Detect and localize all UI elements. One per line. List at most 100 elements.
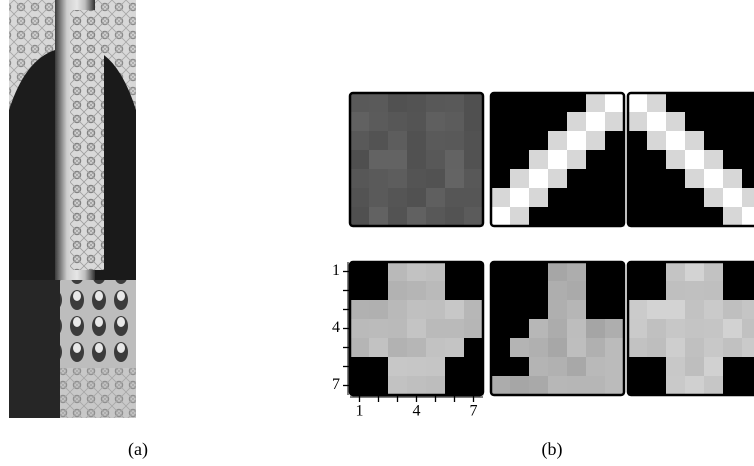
pixel xyxy=(647,169,666,188)
pixel xyxy=(388,319,407,338)
pixel xyxy=(445,300,464,319)
pixel xyxy=(567,112,586,131)
pixel xyxy=(369,319,388,338)
pixel xyxy=(685,357,704,376)
pixel xyxy=(529,262,548,281)
pixel xyxy=(529,112,548,131)
pixel xyxy=(704,150,723,169)
pixel xyxy=(704,112,723,131)
pixel xyxy=(548,188,567,207)
y-tick-label: 7 xyxy=(332,376,340,393)
pixel xyxy=(464,262,483,281)
pixel xyxy=(388,93,407,112)
pixel xyxy=(723,188,742,207)
pixel xyxy=(426,262,445,281)
pixel xyxy=(704,169,723,188)
pixel xyxy=(445,319,464,338)
pixel xyxy=(704,357,723,376)
pixel xyxy=(628,300,647,319)
patch-grid xyxy=(350,93,754,395)
pixel xyxy=(548,112,567,131)
pixel xyxy=(491,357,510,376)
pixel xyxy=(628,319,647,338)
pixel xyxy=(704,93,723,112)
pixel xyxy=(704,207,723,226)
pixel xyxy=(407,112,426,131)
pixel xyxy=(491,188,510,207)
pixel xyxy=(742,188,754,207)
pixel xyxy=(407,207,426,226)
pixel xyxy=(529,281,548,300)
photo xyxy=(9,0,136,418)
pixel xyxy=(426,357,445,376)
pixel xyxy=(567,319,586,338)
pixel xyxy=(426,150,445,169)
pixel xyxy=(445,338,464,357)
pixel xyxy=(742,169,754,188)
pixel xyxy=(666,112,685,131)
pixel xyxy=(666,93,685,112)
pixel xyxy=(350,150,369,169)
pixel xyxy=(388,150,407,169)
pixel xyxy=(426,338,445,357)
pixel xyxy=(666,131,685,150)
pixel xyxy=(742,150,754,169)
patch xyxy=(491,262,624,395)
pixel xyxy=(742,376,754,395)
pixel xyxy=(742,112,754,131)
pixel xyxy=(628,169,647,188)
pixel xyxy=(407,281,426,300)
pixel xyxy=(586,169,605,188)
pixel xyxy=(666,262,685,281)
pixel xyxy=(605,93,624,112)
pixel xyxy=(628,93,647,112)
pixel xyxy=(628,262,647,281)
pixel xyxy=(742,300,754,319)
pixel xyxy=(742,262,754,281)
pixel xyxy=(685,300,704,319)
pixel xyxy=(464,338,483,357)
pixel xyxy=(742,207,754,226)
pixel xyxy=(647,131,666,150)
pixel xyxy=(491,150,510,169)
pixel xyxy=(445,150,464,169)
pixel xyxy=(407,376,426,395)
pixel xyxy=(742,357,754,376)
pixel xyxy=(491,262,510,281)
pixel xyxy=(407,93,426,112)
pixel xyxy=(388,262,407,281)
pixel xyxy=(548,300,567,319)
pixel xyxy=(723,281,742,300)
pixel xyxy=(647,281,666,300)
pixel xyxy=(529,188,548,207)
pixel xyxy=(605,357,624,376)
pixel xyxy=(445,207,464,226)
pixel xyxy=(464,300,483,319)
pixel xyxy=(704,281,723,300)
pixel xyxy=(567,169,586,188)
pixel xyxy=(426,93,445,112)
pixel xyxy=(548,93,567,112)
pixel xyxy=(628,112,647,131)
pixel xyxy=(605,262,624,281)
pixel xyxy=(529,169,548,188)
pixel xyxy=(464,376,483,395)
pixel xyxy=(704,319,723,338)
pixel xyxy=(666,357,685,376)
pixel xyxy=(407,357,426,376)
pixel xyxy=(647,207,666,226)
pixel xyxy=(666,376,685,395)
pixel xyxy=(628,207,647,226)
pixel xyxy=(510,376,529,395)
pixel xyxy=(567,300,586,319)
pixel xyxy=(510,188,529,207)
pixel xyxy=(529,319,548,338)
pixel xyxy=(685,207,704,226)
pixel xyxy=(723,150,742,169)
pixel xyxy=(491,131,510,150)
pixel xyxy=(445,188,464,207)
pixel xyxy=(464,112,483,131)
pixel xyxy=(685,131,704,150)
pixel xyxy=(464,207,483,226)
pixel xyxy=(369,281,388,300)
